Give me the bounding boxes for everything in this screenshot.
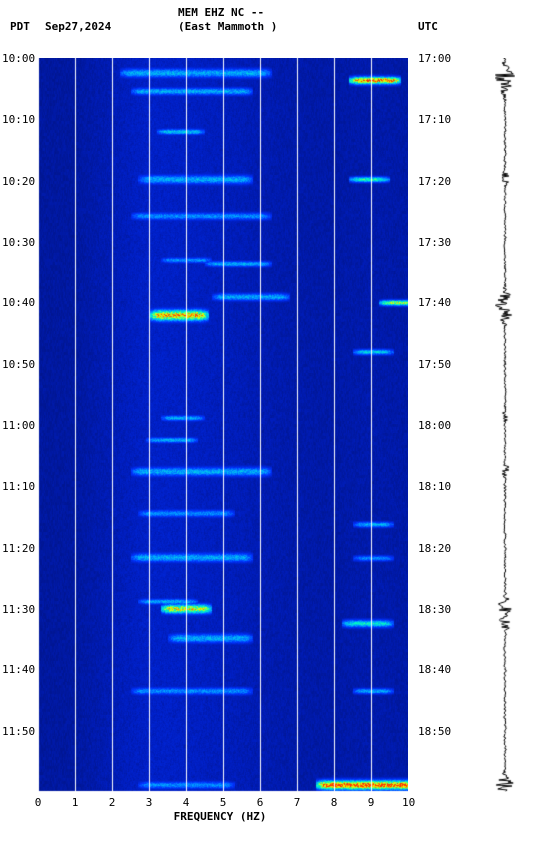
ytick-left: 10:10 bbox=[2, 113, 32, 126]
tz-right: UTC bbox=[418, 20, 438, 33]
ytick-left: 11:30 bbox=[2, 603, 32, 616]
x-axis-label: FREQUENCY (HZ) bbox=[140, 810, 300, 823]
ytick-left: 10:30 bbox=[2, 236, 32, 249]
ytick-left: 11:40 bbox=[2, 663, 32, 676]
ytick-right: 17:20 bbox=[418, 175, 458, 188]
tz-left: PDT bbox=[10, 20, 30, 33]
xtick: 4 bbox=[180, 796, 192, 809]
ytick-right: 17:40 bbox=[418, 296, 458, 309]
ytick-left: 11:50 bbox=[2, 725, 32, 738]
ytick-right: 18:40 bbox=[418, 663, 458, 676]
xtick: 6 bbox=[254, 796, 266, 809]
ytick-right: 17:00 bbox=[418, 52, 458, 65]
xtick: 1 bbox=[69, 796, 81, 809]
ytick-left: 11:00 bbox=[2, 419, 32, 432]
ytick-left: 11:20 bbox=[2, 542, 32, 555]
station: MEM EHZ NC -- bbox=[178, 6, 264, 19]
seismogram-canvas bbox=[495, 58, 515, 792]
ytick-left: 10:00 bbox=[2, 52, 32, 65]
location: (East Mammoth ) bbox=[178, 20, 277, 33]
ytick-right: 17:10 bbox=[418, 113, 458, 126]
ytick-right: 18:30 bbox=[418, 603, 458, 616]
ytick-right: 17:30 bbox=[418, 236, 458, 249]
ytick-right: 18:20 bbox=[418, 542, 458, 555]
ytick-left: 10:20 bbox=[2, 175, 32, 188]
ytick-right: 18:10 bbox=[418, 480, 458, 493]
ytick-left: 10:40 bbox=[2, 296, 32, 309]
date: Sep27,2024 bbox=[45, 20, 111, 33]
spectrogram-canvas bbox=[38, 58, 408, 792]
xtick: 0 bbox=[32, 796, 44, 809]
xtick: 3 bbox=[143, 796, 155, 809]
xtick: 9 bbox=[365, 796, 377, 809]
ytick-right: 18:00 bbox=[418, 419, 458, 432]
xtick: 2 bbox=[106, 796, 118, 809]
ytick-right: 17:50 bbox=[418, 358, 458, 371]
xtick: 10 bbox=[402, 796, 414, 809]
ytick-left: 10:50 bbox=[2, 358, 32, 371]
ytick-left: 11:10 bbox=[2, 480, 32, 493]
xtick: 8 bbox=[328, 796, 340, 809]
ytick-right: 18:50 bbox=[418, 725, 458, 738]
xtick: 7 bbox=[291, 796, 303, 809]
xtick: 5 bbox=[217, 796, 229, 809]
